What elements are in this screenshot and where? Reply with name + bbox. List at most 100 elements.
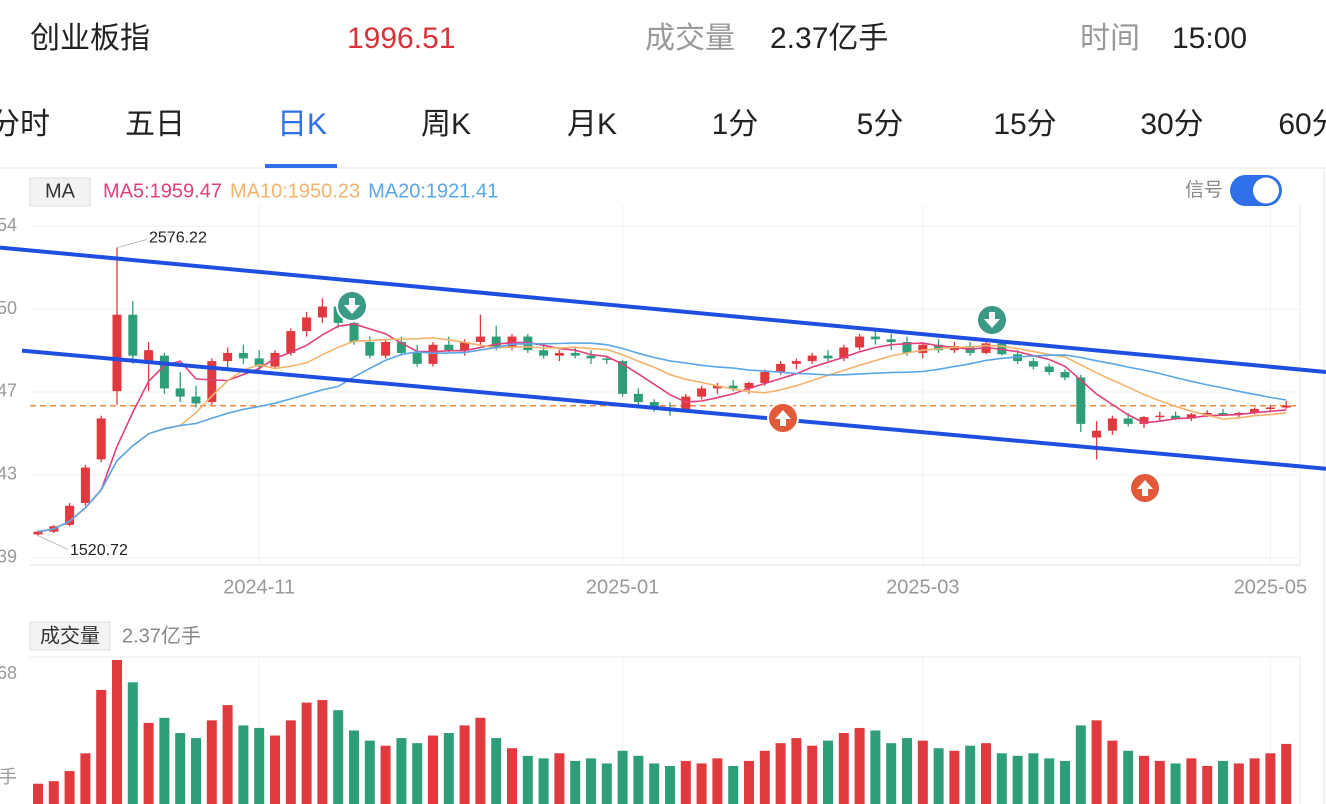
volume-bar bbox=[1139, 755, 1149, 804]
tab[interactable]: 5分 bbox=[857, 108, 904, 141]
volume-bar bbox=[1154, 760, 1165, 804]
candle-body bbox=[1092, 430, 1102, 438]
volume-bar bbox=[222, 705, 233, 804]
candle-body bbox=[791, 361, 801, 364]
volume-bar bbox=[491, 738, 502, 804]
volume-bar bbox=[933, 748, 944, 804]
indicator-box[interactable] bbox=[29, 177, 91, 207]
y-tick-label: 2350 bbox=[0, 298, 17, 318]
high-annotation: 2576.22 bbox=[149, 230, 207, 247]
channel-line bbox=[21, 348, 1326, 471]
volume-bar bbox=[917, 740, 928, 804]
candle-body bbox=[96, 418, 106, 460]
x-tick-label: 2025-01 bbox=[586, 576, 659, 598]
candle-body bbox=[539, 350, 549, 356]
volume-bar bbox=[48, 781, 59, 804]
tab[interactable]: 15分 bbox=[993, 108, 1056, 141]
ma-line bbox=[37, 342, 1287, 533]
volume-bar bbox=[1028, 753, 1039, 804]
candle-body bbox=[207, 361, 217, 403]
candle-body bbox=[302, 317, 312, 332]
volume-bar bbox=[191, 738, 201, 804]
tab[interactable]: 周K bbox=[421, 108, 471, 141]
candle-body bbox=[1155, 415, 1165, 418]
volume-bar bbox=[1012, 755, 1023, 804]
volume-bar bbox=[127, 682, 138, 804]
volume-bar bbox=[270, 735, 280, 804]
volume-bar bbox=[364, 740, 375, 804]
candle-body bbox=[918, 344, 928, 353]
y-tick-label: 1743 bbox=[0, 464, 17, 484]
candle-body bbox=[159, 355, 169, 389]
candle-body bbox=[191, 396, 201, 404]
volume-bar bbox=[570, 760, 581, 804]
tab[interactable]: 月K bbox=[567, 108, 617, 141]
candle-body bbox=[649, 402, 659, 408]
candle-body bbox=[633, 393, 643, 403]
volume-bar bbox=[301, 702, 312, 804]
volume-bar bbox=[759, 750, 770, 804]
volume-bar bbox=[428, 735, 438, 804]
signal-label: 信号 bbox=[1185, 179, 1223, 201]
candle-body bbox=[1202, 412, 1212, 415]
volume-bar bbox=[696, 763, 707, 804]
candle-body bbox=[1281, 405, 1291, 408]
candle-body bbox=[333, 306, 343, 323]
candle-body bbox=[681, 396, 691, 411]
indicator-label: MA bbox=[45, 180, 76, 202]
volume-bar bbox=[902, 738, 912, 804]
volume-bar bbox=[1218, 760, 1228, 804]
volume-bar bbox=[507, 748, 517, 804]
volume-bar bbox=[1091, 720, 1102, 804]
volume-bar bbox=[680, 760, 691, 804]
volume-bar bbox=[601, 763, 612, 804]
volume-bar bbox=[143, 722, 154, 804]
time-value: 15:00 bbox=[1172, 22, 1247, 55]
index-price: 1996.51 bbox=[347, 22, 455, 55]
time-label: 时间 bbox=[1080, 22, 1140, 55]
toggle-knob bbox=[1253, 177, 1279, 204]
tab[interactable]: 1分 bbox=[712, 108, 759, 141]
candle-body bbox=[1123, 418, 1133, 424]
volume-bar bbox=[712, 758, 723, 804]
candle-body bbox=[1044, 366, 1054, 373]
volume-bar bbox=[443, 733, 454, 804]
candle-body bbox=[949, 346, 959, 351]
tab[interactable]: 五日 bbox=[125, 108, 185, 141]
candle-body bbox=[760, 372, 770, 383]
volume-bar bbox=[1265, 753, 1276, 804]
volume-bar bbox=[854, 727, 865, 804]
volume-bar bbox=[744, 760, 754, 804]
volume-bar bbox=[538, 758, 549, 804]
x-tick-label: 2024-11 bbox=[223, 576, 295, 598]
candle-body bbox=[381, 342, 391, 356]
tab-underline bbox=[265, 164, 337, 168]
candle-body bbox=[1107, 418, 1117, 431]
candle-body bbox=[412, 352, 422, 364]
tab[interactable]: 分时 bbox=[0, 108, 50, 141]
candle-body bbox=[807, 355, 817, 362]
ma-label: MA10:1950.23 bbox=[230, 180, 360, 202]
volume-bar bbox=[1075, 725, 1086, 804]
candle-body bbox=[823, 355, 833, 359]
index-name: 创业板指 bbox=[30, 22, 150, 55]
tab[interactable]: 30分 bbox=[1140, 108, 1203, 141]
candle-body bbox=[444, 344, 454, 351]
candle-body bbox=[1028, 361, 1038, 367]
volume-bar bbox=[617, 750, 628, 804]
tab[interactable]: 60分 bbox=[1278, 108, 1326, 141]
volume-bar bbox=[949, 750, 960, 804]
candle-body bbox=[317, 306, 327, 318]
candle-body bbox=[855, 336, 865, 348]
signal-arrow bbox=[775, 410, 791, 426]
candle-body bbox=[428, 344, 438, 364]
candle-body bbox=[602, 358, 612, 360]
candle-body bbox=[254, 358, 264, 367]
candle-body bbox=[396, 342, 406, 353]
volume-bar bbox=[981, 743, 991, 804]
volume-bar bbox=[1249, 758, 1260, 804]
volume-bar bbox=[791, 738, 802, 804]
tab[interactable]: 日K bbox=[277, 108, 327, 141]
volume-bar bbox=[1123, 750, 1134, 804]
y-tick-label: 2654 bbox=[0, 215, 17, 235]
